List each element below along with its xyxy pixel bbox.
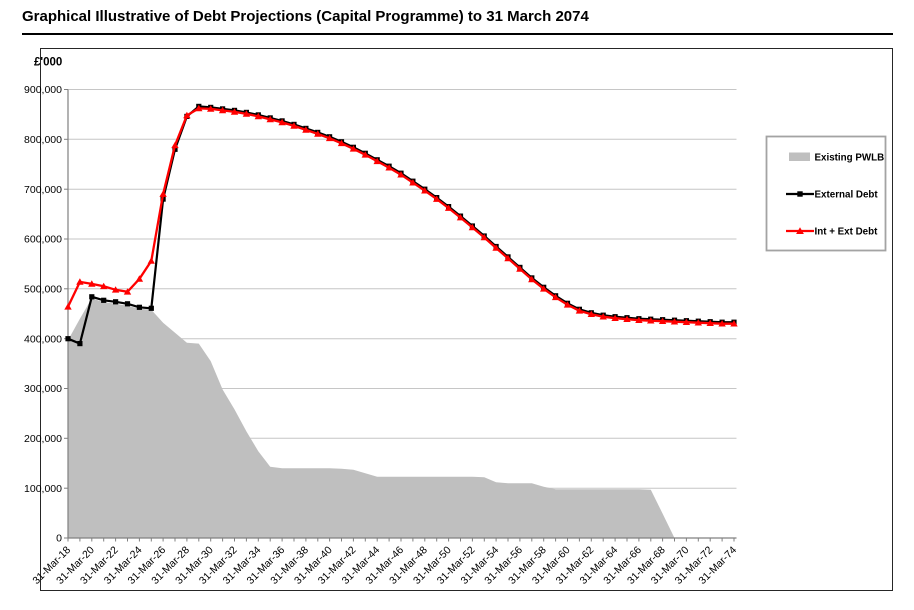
- y-axis-tick-label: 900,000: [24, 84, 62, 96]
- square-marker: [77, 341, 83, 347]
- triangle-marker: [64, 303, 72, 310]
- triangle-marker: [207, 105, 215, 112]
- triangle-marker: [159, 190, 167, 197]
- triangle-marker: [100, 282, 108, 290]
- triangle-marker: [278, 118, 286, 126]
- triangle-marker: [670, 318, 679, 325]
- int-ext-debt-markers: [64, 104, 738, 327]
- page-title: Graphical Illustrative of Debt Projectio…: [22, 7, 893, 35]
- triangle-marker: [123, 288, 132, 295]
- triangle-marker: [516, 265, 524, 272]
- legend-label-2: Int + Ext Debt: [815, 227, 879, 238]
- triangle-marker: [575, 307, 584, 314]
- square-marker: [113, 299, 119, 305]
- triangle-marker: [444, 204, 453, 211]
- triangle-marker: [76, 278, 84, 285]
- y-axis-tick-label: 600,000: [24, 234, 62, 246]
- triangle-marker: [337, 139, 346, 147]
- external-debt-markers: [65, 103, 737, 347]
- legend-marker-external-debt: [797, 191, 803, 197]
- square-marker: [89, 294, 95, 300]
- triangle-marker: [468, 223, 477, 231]
- y-axis-tick-label: 400,000: [24, 333, 62, 345]
- triangle-marker: [242, 110, 251, 117]
- legend-marker-int-ext-debt: [796, 227, 804, 234]
- legend-swatch-existing-pwlb: [789, 152, 810, 161]
- triangle-marker: [540, 285, 548, 292]
- triangle-marker: [623, 315, 631, 322]
- legend-label-0: Existing PWLB: [815, 153, 885, 164]
- triangle-marker: [361, 151, 369, 158]
- triangle-marker: [706, 319, 714, 326]
- triangle-marker: [504, 254, 512, 262]
- triangle-marker: [635, 316, 643, 323]
- triangle-marker: [171, 141, 179, 149]
- triangle-marker: [314, 130, 322, 137]
- triangle-marker: [183, 111, 191, 119]
- triangle-marker: [111, 286, 120, 293]
- triangle-marker: [433, 195, 441, 202]
- triangle-marker: [480, 233, 488, 241]
- triangle-marker: [266, 115, 274, 123]
- y-axis-tick-label: 700,000: [24, 184, 62, 196]
- triangle-marker: [611, 314, 619, 321]
- triangle-marker: [599, 313, 607, 320]
- triangle-marker: [563, 301, 572, 308]
- triangle-marker: [135, 275, 144, 282]
- triangle-marker: [528, 275, 536, 283]
- triangle-marker: [397, 171, 405, 178]
- external-debt-line: [67, 105, 734, 346]
- triangle-marker: [492, 244, 500, 251]
- triangle-marker: [302, 126, 310, 133]
- triangle-marker: [385, 164, 393, 171]
- triangle-marker: [88, 280, 96, 287]
- triangle-marker: [325, 134, 334, 142]
- square-marker: [124, 301, 131, 307]
- triangle-marker: [254, 112, 262, 120]
- square-marker: [148, 305, 154, 311]
- triangle-marker: [730, 320, 738, 327]
- triangle-marker: [373, 157, 381, 165]
- triangle-marker: [409, 179, 417, 186]
- triangle-marker: [456, 214, 465, 221]
- y-axis-tick-label: 200,000: [24, 433, 62, 445]
- square-marker: [65, 336, 71, 342]
- debt-projections-chart: 0 100,000 200,000 300,000 400,000 500,000 600,…: [24, 57, 887, 587]
- square-marker: [101, 297, 107, 303]
- triangle-marker: [218, 106, 227, 114]
- y-axis-tick-label: 800,000: [24, 134, 62, 146]
- existing-pwlb-area: [68, 298, 734, 538]
- legend-label-1: External Debt: [815, 190, 879, 201]
- triangle-marker: [421, 187, 429, 194]
- chart-frame: 0 100,000 200,000 300,000 400,000 500,000 600,…: [24, 48, 893, 591]
- triangle-marker: [587, 310, 595, 317]
- axes: [64, 89, 737, 542]
- triangle-marker: [230, 108, 239, 115]
- triangle-marker: [290, 122, 298, 129]
- triangle-marker: [551, 293, 560, 301]
- legend: Existing PWLB External Debt Int + Ext Debt: [765, 135, 887, 252]
- triangle-marker: [647, 317, 655, 324]
- triangle-marker: [349, 145, 358, 152]
- triangle-marker: [658, 317, 667, 324]
- triangle-marker: [195, 104, 203, 112]
- square-marker: [136, 304, 142, 310]
- y-axis-tick-label: 500,000: [24, 283, 62, 295]
- y-axis-tick-label: 300,000: [24, 383, 62, 395]
- int-ext-debt-line: [66, 107, 734, 325]
- triangle-marker: [682, 318, 691, 325]
- y-axis-tick-label: 0: [56, 533, 62, 545]
- triangle-marker: [147, 257, 155, 264]
- y-axis-tick-label: 100,000: [24, 483, 62, 495]
- triangle-marker: [694, 319, 702, 326]
- triangle-marker: [718, 320, 726, 327]
- y-axis-title: £'000: [34, 57, 62, 69]
